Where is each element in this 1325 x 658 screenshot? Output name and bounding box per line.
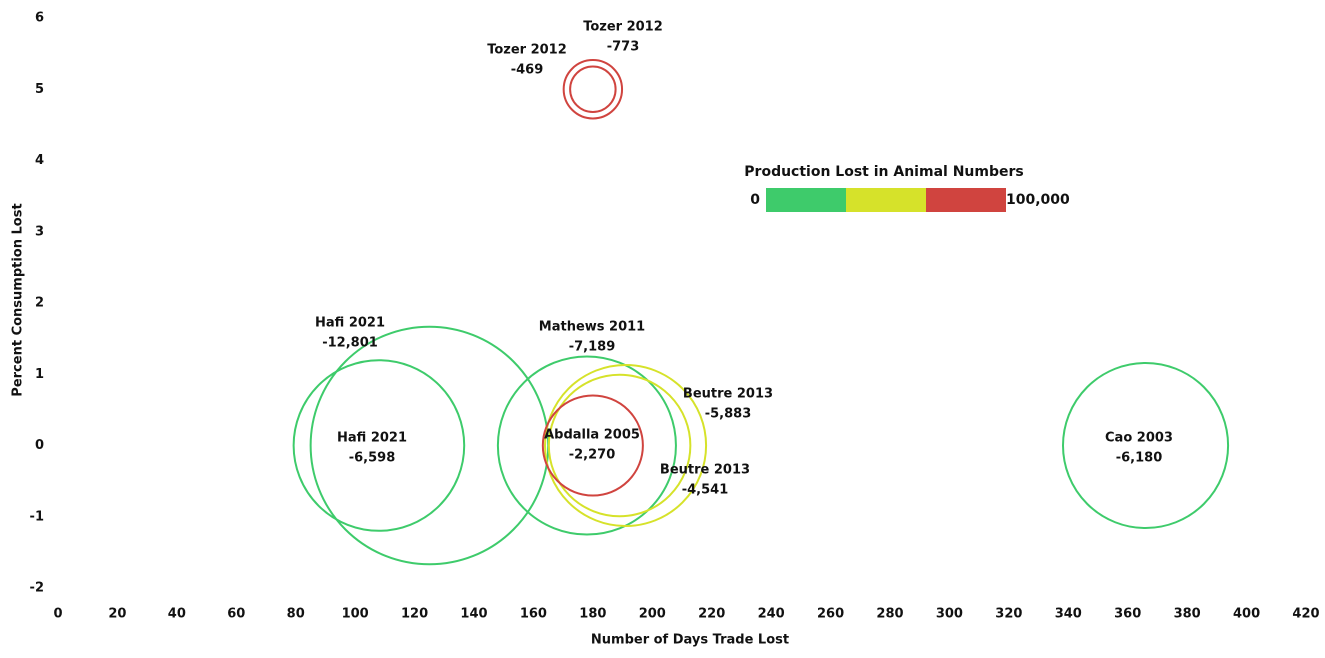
x-tick-label: 220: [698, 607, 725, 622]
bubble-name: Abdalla 2005: [544, 428, 640, 443]
x-tick-label: 280: [876, 607, 903, 622]
x-tick-label: 420: [1292, 607, 1319, 622]
x-tick-label: 100: [342, 607, 369, 622]
bubble-value: -773: [607, 40, 640, 55]
bubble: [562, 59, 624, 120]
bubble-value: -5,883: [705, 407, 752, 422]
y-tick-label: 4: [35, 153, 44, 168]
x-tick-label: 60: [227, 607, 245, 622]
x-tick-label: 360: [1114, 607, 1141, 622]
bubble-name: Hafi 2021: [315, 316, 385, 331]
bubble-value: -4,541: [682, 483, 729, 498]
bubble-name: Cao 2003: [1105, 431, 1173, 446]
bubble-name: Tozer 2012: [583, 20, 663, 35]
x-tick-label: 300: [936, 607, 963, 622]
bubble: [1061, 361, 1230, 530]
legend-swatch: [846, 188, 926, 212]
legend-swatch: [926, 188, 1006, 212]
y-tick-label: 1: [35, 367, 44, 382]
x-tick-label: 380: [1174, 607, 1201, 622]
bubble-value: -6,180: [1116, 451, 1163, 466]
x-tick-label: 140: [460, 607, 487, 622]
x-tick-label: 320: [995, 607, 1022, 622]
x-tick-label: 80: [287, 607, 305, 622]
bubble-name: Beutre 2013: [660, 463, 750, 478]
y-tick-label: 5: [35, 82, 44, 97]
x-tick-label: 40: [168, 607, 186, 622]
x-tick-label: 200: [639, 607, 666, 622]
bubble: [547, 373, 692, 518]
x-tick-label: 20: [108, 607, 126, 622]
bubble: [496, 355, 677, 536]
y-tick-label: 2: [35, 296, 44, 311]
legend-title: Production Lost in Animal Numbers: [744, 164, 1023, 180]
bubble-value: -7,189: [569, 340, 616, 355]
y-tick-label: 0: [35, 438, 44, 453]
y-tick-label: 3: [35, 224, 44, 239]
legend-min: 0: [750, 192, 760, 208]
x-tick-label: 340: [1055, 607, 1082, 622]
y-tick-label: 6: [35, 11, 44, 26]
bubble-name: Tozer 2012: [487, 43, 567, 58]
x-tick-label: 240: [758, 607, 785, 622]
x-tick-label: 180: [579, 607, 606, 622]
y-axis-label: Percent Consumption Lost: [11, 203, 26, 396]
bubble: [569, 65, 617, 113]
bubble-name: Mathews 2011: [539, 320, 645, 335]
x-tick-label: 0: [53, 607, 62, 622]
bubble-value: -469: [511, 63, 544, 78]
x-tick-label: 260: [817, 607, 844, 622]
bubble-name: Beutre 2013: [683, 387, 773, 402]
y-tick-label: -2: [30, 581, 44, 596]
bubble: [541, 394, 644, 497]
x-tick-label: 400: [1233, 607, 1260, 622]
y-tick-label: -1: [30, 509, 44, 524]
x-tick-label: 160: [520, 607, 547, 622]
bubble-value: -2,270: [569, 448, 616, 463]
legend-max: 100,000: [1006, 192, 1070, 208]
legend-swatch: [766, 188, 846, 212]
bubble: [292, 359, 466, 532]
x-axis-label: Number of Days Trade Lost: [591, 633, 789, 648]
bubble: [544, 363, 708, 528]
bubble-name: Hafi 2021: [337, 431, 407, 446]
bubble-value: -6,598: [349, 451, 396, 466]
bubble-value: -12,801: [322, 336, 378, 351]
x-tick-label: 120: [401, 607, 428, 622]
